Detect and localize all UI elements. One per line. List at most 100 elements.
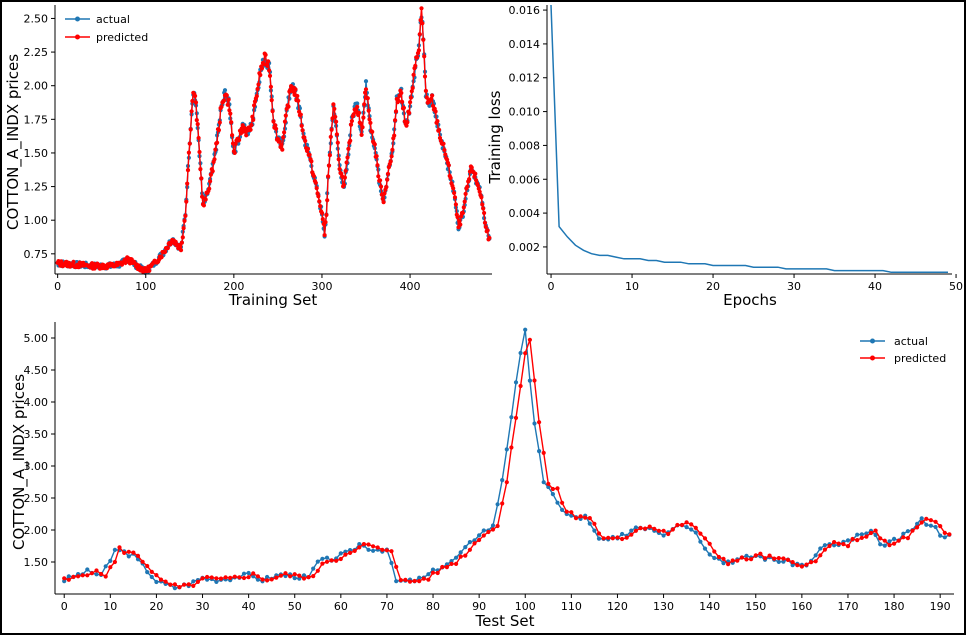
- test-series-layer: [62, 327, 952, 591]
- point-actual: [154, 579, 159, 585]
- point-actual: [822, 543, 828, 548]
- point-predicted: [232, 574, 237, 579]
- point-actual: [366, 547, 371, 552]
- point-predicted: [335, 140, 340, 145]
- point-predicted: [271, 119, 276, 124]
- point-predicted: [537, 420, 542, 425]
- point-actual: [85, 567, 90, 572]
- point-predicted: [868, 530, 874, 536]
- point-predicted: [449, 561, 454, 567]
- point-predicted: [435, 119, 440, 124]
- point-predicted: [333, 114, 338, 119]
- point-predicted: [795, 563, 800, 568]
- y-tick-label: 2.50: [24, 492, 49, 505]
- point-predicted: [435, 570, 440, 576]
- point-predicted: [358, 121, 363, 126]
- point-predicted: [315, 568, 320, 573]
- x-tick-label: 60: [334, 600, 348, 613]
- point-predicted: [180, 235, 185, 240]
- point-actual: [523, 327, 528, 332]
- point-actual: [324, 555, 330, 560]
- y-tick-label: 2.25: [24, 46, 49, 59]
- point-predicted: [368, 120, 373, 125]
- point-predicted: [237, 137, 242, 143]
- point-predicted: [163, 579, 168, 584]
- point-predicted: [385, 177, 390, 182]
- point-predicted: [661, 528, 666, 533]
- point-predicted: [302, 135, 307, 140]
- point-predicted: [200, 576, 205, 581]
- point-predicted: [411, 72, 416, 77]
- point-actual: [776, 559, 781, 565]
- point-predicted: [179, 240, 184, 245]
- point-predicted: [259, 66, 265, 71]
- point-predicted: [469, 165, 474, 170]
- y-tick-label: 0.004: [509, 207, 541, 220]
- point-predicted: [359, 132, 364, 137]
- point-predicted: [334, 119, 339, 124]
- point-actual: [472, 538, 477, 543]
- x-tick-label: 190: [930, 600, 951, 613]
- point-predicted: [338, 556, 343, 562]
- point-predicted: [292, 572, 297, 577]
- point-predicted: [227, 108, 232, 113]
- point-predicted: [349, 118, 354, 124]
- x-tick-label: 150: [745, 600, 766, 613]
- point-predicted: [371, 544, 376, 549]
- x-tick-label: 300: [311, 280, 332, 293]
- point-predicted: [813, 559, 818, 564]
- point-actual: [338, 551, 343, 556]
- point-actual: [882, 543, 887, 548]
- point-predicted: [606, 535, 611, 540]
- point-predicted: [319, 210, 325, 216]
- point-predicted: [541, 450, 546, 455]
- point-predicted: [381, 200, 386, 205]
- point-predicted: [228, 111, 233, 116]
- point-predicted: [716, 554, 722, 560]
- point-predicted: [583, 515, 588, 520]
- point-actual: [712, 555, 717, 561]
- point-predicted: [564, 509, 569, 514]
- point-predicted: [417, 579, 422, 584]
- point-predicted: [643, 526, 648, 531]
- point-actual: [555, 500, 560, 505]
- point-predicted: [199, 176, 204, 181]
- point-actual: [689, 527, 694, 532]
- y-tick-label: 4.50: [24, 364, 49, 377]
- point-predicted: [675, 522, 680, 528]
- point-predicted: [460, 210, 465, 216]
- point-predicted: [419, 6, 424, 11]
- point-predicted: [785, 557, 791, 563]
- point-predicted: [859, 535, 864, 541]
- point-predicted: [298, 112, 303, 117]
- point-predicted: [546, 481, 551, 486]
- point-actual: [426, 572, 431, 577]
- series-line-predicted: [56, 8, 491, 274]
- point-actual: [629, 528, 634, 533]
- point-predicted: [919, 520, 924, 525]
- y-tick-label: 1.50: [24, 147, 49, 160]
- point-predicted: [177, 585, 182, 590]
- point-predicted: [149, 569, 154, 575]
- point-predicted: [334, 558, 339, 563]
- point-predicted: [378, 178, 383, 183]
- point-predicted: [388, 159, 393, 164]
- point-predicted: [749, 557, 754, 562]
- point-predicted: [185, 168, 191, 173]
- point-actual: [721, 561, 726, 566]
- point-predicted: [453, 202, 458, 207]
- point-predicted: [282, 119, 288, 124]
- point-predicted: [80, 573, 85, 578]
- point-predicted: [203, 197, 208, 202]
- point-actual: [355, 101, 360, 106]
- training-ticks: 0 100 200 300 400 0.75 1.00 1.25 1.50 1.75 2.00 2.2…: [24, 12, 421, 293]
- point-predicted: [684, 520, 689, 525]
- point-predicted: [407, 110, 412, 116]
- point-predicted: [269, 577, 274, 582]
- point-predicted: [726, 562, 731, 567]
- point-predicted: [781, 556, 786, 561]
- point-predicted: [251, 117, 256, 122]
- point-predicted: [458, 222, 463, 227]
- point-predicted: [638, 526, 643, 531]
